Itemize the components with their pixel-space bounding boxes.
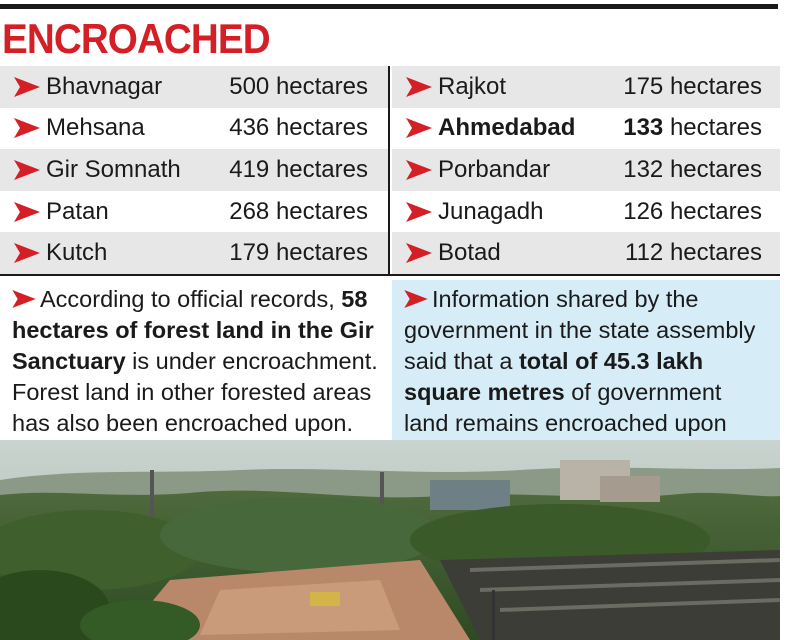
table-row: Bhavnagar 500 hectares [0, 66, 388, 108]
note-highlight: total of 45.3 lakh square metres [404, 348, 704, 405]
area-value: 436 hectares [229, 114, 368, 142]
area-unit: hectares [669, 72, 762, 100]
note-text: Information shared by the government in … [404, 286, 756, 374]
table-row: Botad 112 hectares [392, 232, 780, 274]
area-number: 133 [623, 114, 664, 142]
district-name: Gir Somnath [46, 155, 181, 183]
arrow-icon [14, 76, 40, 97]
arrow-icon [14, 201, 40, 222]
area-number: 112 [625, 239, 664, 267]
table-row: Rajkot 175 hectares [392, 66, 780, 108]
arrow-icon [14, 118, 40, 139]
page-title: ENCROACHED [2, 15, 271, 62]
arrow-icon [406, 118, 432, 139]
note-highlight: 58 hectares of forest land in the Gir Sa… [12, 286, 374, 374]
note-text: is under encroachment. Forest land in ot… [12, 348, 378, 436]
column-divider [388, 66, 390, 274]
district-name: Ahmedabad [438, 114, 576, 142]
note-text: According to official records, [40, 286, 342, 312]
landscape-illustration [0, 440, 780, 640]
district-name: Bhavnagar [46, 72, 163, 100]
area-value: 112 hectares [625, 239, 762, 267]
district-name: Botad [438, 239, 501, 267]
table-row: Junagadh 126 hectares [392, 191, 780, 233]
area-value: 268 hectares [229, 197, 368, 225]
right-column: Rajkot 175 hectares Ahmedabad 133 hectar… [392, 66, 780, 274]
arrow-icon [406, 201, 432, 222]
area-value: 175 hectares [623, 73, 762, 101]
arrow-icon [14, 159, 40, 180]
gir-sanctuary-note: According to official records, 58 hectar… [0, 280, 392, 440]
note-text: of government land remains encroached up… [404, 379, 727, 436]
table-row: Gir Somnath 419 hectares [0, 149, 388, 191]
table-row: Kutch 179 hectares [0, 232, 388, 274]
area-value: 179 hectares [229, 239, 368, 267]
area-number: 126 [623, 197, 664, 225]
arrow-icon [12, 285, 36, 308]
area-number: 175 [623, 72, 664, 100]
area-value: 419 hectares [229, 155, 368, 183]
table-row: Ahmedabad 133 hectares [392, 108, 780, 150]
top-rule [0, 4, 778, 9]
district-name: Junagadh [438, 197, 544, 225]
section-rule [0, 274, 780, 276]
area-value: 126 hectares [623, 198, 762, 226]
arrow-icon [404, 285, 428, 308]
table-row: Porbandar 132 hectares [392, 149, 780, 191]
table-row: Patan 268 hectares [0, 191, 388, 233]
arrow-icon [406, 76, 432, 97]
district-name: Patan [46, 197, 109, 225]
area-unit: hectares [669, 197, 762, 225]
area-unit: hectares [669, 114, 762, 142]
area-value: 500 hectares [229, 72, 368, 100]
arrow-icon [406, 243, 432, 264]
arrow-icon [14, 243, 40, 264]
district-name: Rajkot [438, 72, 507, 100]
area-value: 132 hectares [623, 156, 762, 184]
area-unit: hectares [669, 239, 762, 267]
district-name: Kutch [46, 239, 108, 267]
encroachment-table: Bhavnagar 500 hectares Mehsana 436 hecta… [0, 66, 780, 274]
area-unit: hectares [669, 155, 762, 183]
area-number: 132 [623, 155, 664, 183]
district-name: Mehsana [46, 114, 145, 142]
area-value: 133 hectares [623, 114, 762, 142]
arrow-icon [406, 159, 432, 180]
encroached-land-photo [0, 440, 780, 640]
table-row: Mehsana 436 hectares [0, 108, 388, 150]
assembly-info-note: Information shared by the government in … [392, 280, 780, 440]
district-name: Porbandar [438, 155, 551, 183]
left-column: Bhavnagar 500 hectares Mehsana 436 hecta… [0, 66, 388, 274]
